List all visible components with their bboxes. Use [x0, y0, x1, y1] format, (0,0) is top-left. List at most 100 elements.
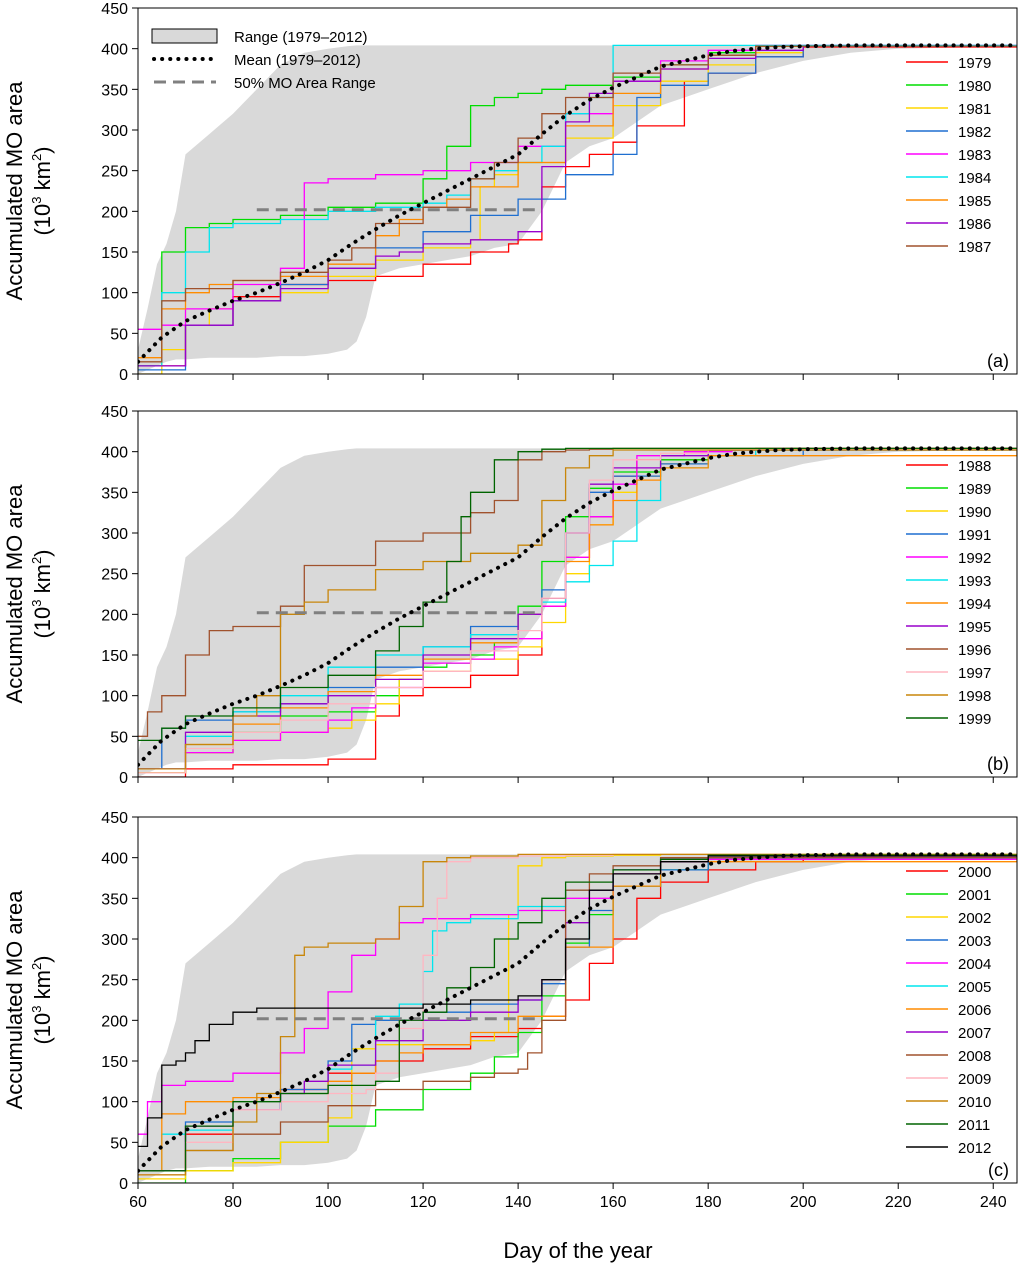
legend-label-mean: Mean (1979–2012): [234, 52, 361, 69]
legend-label-1986: 1986: [958, 216, 991, 233]
y-tick-label: 250: [101, 164, 128, 181]
legend-label-range: Range (1979–2012): [234, 29, 367, 46]
legend-label-1987: 1987: [958, 239, 991, 256]
series-line-2010: [138, 853, 1017, 1176]
y-tick-label: 300: [101, 526, 128, 543]
y-tick-label: 200: [101, 204, 128, 221]
y-axis-title-a: Accumulated MO area (103 km2): [2, 81, 55, 301]
series-line-1998: [138, 448, 1017, 770]
series-line-1999: [138, 447, 1017, 742]
y-tick-label: 150: [101, 648, 128, 665]
x-tick-label: 140: [505, 1194, 532, 1211]
legend-label-2011: 2011: [958, 1117, 990, 1134]
x-tick-label: 120: [410, 1194, 437, 1211]
panel-tag: (b): [987, 754, 1009, 774]
y-tick-label: 250: [101, 567, 128, 584]
plot-area-b: [138, 446, 1017, 777]
y-tick-label: 50: [110, 1135, 128, 1152]
legend-label-2000: 2000: [958, 864, 991, 881]
series-line-1992: [138, 448, 1017, 770]
year-legend-a: 1979 1980 1981 1982 1983 1984 1985 1986 1987: [906, 55, 991, 256]
y-tick-label: 0: [119, 770, 128, 787]
legend-label-2001: 2001: [958, 887, 991, 904]
range-band: [138, 854, 1017, 1183]
range-band: [138, 448, 1017, 777]
series-line-2008: [138, 854, 1017, 1176]
y-tick-label: 400: [101, 42, 128, 59]
y-tick-label: 100: [101, 286, 128, 303]
plot-area-a: [138, 43, 1017, 374]
panel-a: 050100150200250300350400450(a)1979198019…: [101, 1, 1018, 384]
legend-label-2009: 2009: [958, 1071, 991, 1088]
year-legend-b: 1988 1989 1990 1991 1992 1993 1994 1995 1996 1997…: [906, 458, 991, 728]
y-axis-unit-a: (103 km2): [29, 146, 55, 235]
panel-tag: (a): [987, 351, 1009, 371]
x-tick-label: 200: [790, 1194, 817, 1211]
y-tick-label: 450: [101, 1, 128, 18]
y-tick-label: 300: [101, 123, 128, 140]
legend-label-1990: 1990: [958, 504, 991, 521]
y-axis-unit-b: (103 km2): [29, 549, 55, 638]
legend-label-2004: 2004: [958, 956, 991, 973]
y-tick-label: 150: [101, 245, 128, 262]
legend-label-1984: 1984: [958, 170, 991, 187]
y-tick-label: 50: [110, 326, 128, 343]
y-tick-label: 300: [101, 932, 128, 949]
legend-label-2007: 2007: [958, 1025, 991, 1042]
series-line-2009: [138, 853, 1017, 1176]
legend-label-2005: 2005: [958, 979, 991, 996]
mean-line: [138, 43, 1017, 364]
legend-label-1979: 1979: [958, 55, 991, 72]
y-tick-label: 400: [101, 851, 128, 868]
legend-label-1999: 1999: [958, 711, 991, 728]
panel-b: 050100150200250300350400450(b)1988198919…: [101, 404, 1018, 787]
y-axis-title-b: Accumulated MO area (103 km2): [2, 484, 55, 704]
x-tick-label: 100: [315, 1194, 342, 1211]
y-tick-label: 100: [101, 689, 128, 706]
y-axis-title-main-c: Accumulated MO area: [2, 890, 27, 1110]
year-legend-c: 2000 2001 2002 2003 2004 2005 2006 2007 2008 2009…: [906, 864, 991, 1157]
legend-label-2008: 2008: [958, 1048, 991, 1065]
mean-line: [138, 446, 1017, 767]
legend-label-half: 50% MO Area Range: [234, 75, 376, 92]
legend-label-1991: 1991: [958, 527, 991, 544]
x-tick-label: 60: [129, 1194, 147, 1211]
y-tick-label: 250: [101, 973, 128, 990]
legend-label-2006: 2006: [958, 1002, 991, 1019]
y-tick-label: 100: [101, 1095, 128, 1112]
legend-label-2010: 2010: [958, 1094, 991, 1111]
x-tick-label: 240: [980, 1194, 1007, 1211]
y-tick-label: 400: [101, 445, 128, 462]
x-tick-label: 160: [600, 1194, 627, 1211]
legend-label-1998: 1998: [958, 688, 991, 705]
legend-label-1994: 1994: [958, 596, 991, 613]
legend-label-1980: 1980: [958, 78, 991, 95]
legend-label-1989: 1989: [958, 481, 991, 498]
legend-label-1983: 1983: [958, 147, 991, 164]
legend-label-1997: 1997: [958, 665, 991, 682]
plot-area-c: [138, 852, 1017, 1183]
legend-label-1982: 1982: [958, 124, 991, 141]
x-tick-label: 180: [695, 1194, 722, 1211]
legend-label-1992: 1992: [958, 550, 991, 567]
y-axis-title-main-b: Accumulated MO area: [2, 484, 27, 704]
x-axis-title: Day of the year: [503, 1238, 652, 1263]
range-band: [138, 45, 1017, 374]
legend-label-1995: 1995: [958, 619, 991, 636]
common-legend: Range (1979–2012) Mean (1979–2012) 50% MO …: [151, 28, 376, 92]
x-tick-label: 80: [224, 1194, 242, 1211]
panel-c: 0 50 100 150 200 250 300 350 400 450 60 80 100 120 140…: [101, 810, 1018, 1211]
mean-line: [138, 852, 1017, 1173]
series-line-1996: [138, 447, 1017, 737]
legend-label-1981: 1981: [958, 101, 991, 118]
y-axis-title-c: Accumulated MO area (103 km2): [2, 890, 55, 1110]
y-tick-label: 450: [101, 404, 128, 421]
y-axis-unit-c: (103 km2): [29, 955, 55, 1044]
legend-label-1993: 1993: [958, 573, 991, 590]
legend-label-2003: 2003: [958, 933, 991, 950]
legend-label-2002: 2002: [958, 910, 991, 927]
x-tick-label: 220: [885, 1194, 912, 1211]
plot-frame: [137, 7, 1018, 375]
y-tick-label: 200: [101, 607, 128, 624]
y-tick-label: 200: [101, 1013, 128, 1030]
